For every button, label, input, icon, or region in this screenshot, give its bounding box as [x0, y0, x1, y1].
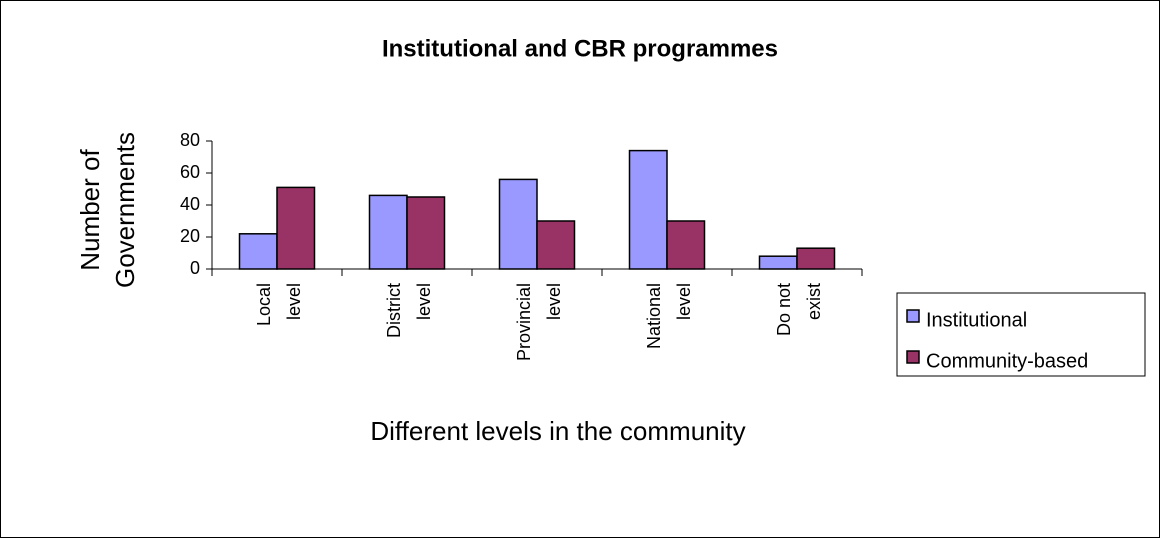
y-tick-label: 80: [180, 130, 200, 150]
chart-title: Institutional and CBR programmes: [382, 35, 778, 62]
legend-swatch: [906, 309, 920, 323]
legend-label: Institutional: [926, 309, 1027, 331]
x-tick-label: level: [544, 283, 564, 320]
y-axis-label-line: Governments: [110, 132, 140, 288]
y-axis-label-line: Number of: [75, 149, 105, 271]
x-tick-label: exist: [804, 283, 824, 320]
y-tick-label: 0: [190, 258, 200, 278]
bar: [238, 233, 278, 270]
x-tick-label: National: [644, 283, 664, 349]
y-axis-label: Number of Governments: [75, 132, 140, 288]
x-axis-label: Different levels in the community: [370, 416, 745, 446]
x-tick-label: Provincial: [514, 283, 534, 361]
legend-swatch: [906, 350, 920, 364]
x-tick-label: level: [414, 283, 434, 320]
bar: [628, 149, 668, 270]
bar: [276, 186, 316, 270]
bar: [406, 196, 446, 270]
x-tick-label: level: [284, 283, 304, 320]
legend-label: Community-based: [926, 350, 1088, 372]
bar: [796, 247, 836, 270]
y-tick-label: 40: [180, 194, 200, 214]
y-tick-label: 20: [180, 226, 200, 246]
y-tick-label: 60: [180, 162, 200, 182]
bar: [666, 220, 706, 270]
x-tick-label: District: [384, 283, 404, 338]
bar: [536, 220, 576, 270]
bar: [498, 178, 538, 270]
bar: [368, 194, 408, 270]
x-tick-label: Do not: [774, 283, 794, 336]
bar: [758, 255, 798, 270]
x-tick-label: level: [674, 283, 694, 320]
legend: [896, 292, 1146, 377]
x-tick-label: Local: [254, 283, 274, 326]
